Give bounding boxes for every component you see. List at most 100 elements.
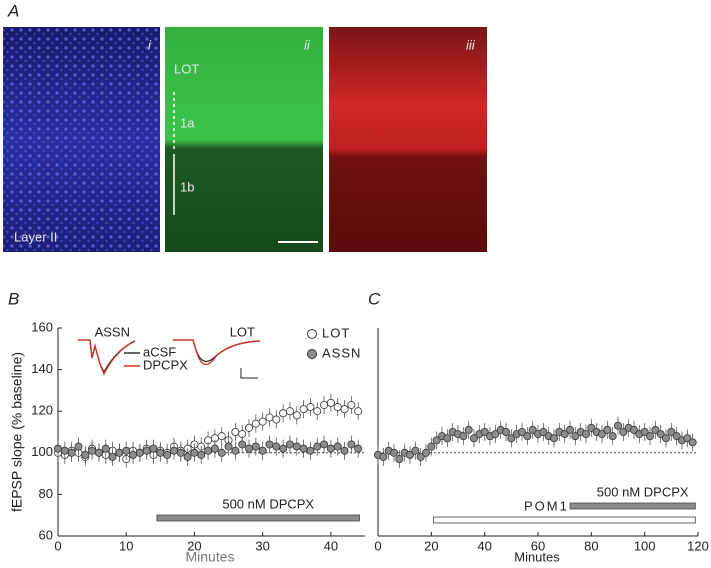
data-point — [560, 430, 569, 439]
data-point — [60, 446, 69, 455]
data-point — [217, 432, 226, 441]
data-point — [210, 444, 219, 453]
x-tick-label: 120 — [687, 538, 709, 553]
data-point — [149, 444, 158, 453]
data-point — [135, 448, 144, 457]
data-point — [598, 430, 607, 439]
y-axis-label: fEPSP slope (% baseline) — [9, 352, 25, 512]
data-point — [224, 442, 233, 451]
data-point — [587, 423, 596, 432]
data-point — [326, 444, 335, 453]
image-numeral: ii — [304, 37, 311, 52]
x-tick-label: 20 — [187, 538, 201, 553]
data-point — [582, 430, 591, 439]
y-tick-label: 120 — [31, 403, 53, 418]
data-point — [656, 430, 665, 439]
data-point — [464, 425, 473, 434]
panel-label: B — [8, 289, 19, 308]
image-iii: iii — [329, 27, 487, 252]
data-point — [528, 425, 537, 434]
x-axis-label: Minutes — [514, 549, 560, 564]
data-point — [285, 407, 294, 416]
data-point — [491, 430, 500, 439]
data-point — [523, 432, 532, 441]
data-point — [688, 438, 697, 447]
treatment-label: 500 nM DPCPX — [222, 496, 314, 511]
x-tick-label: 80 — [584, 538, 598, 553]
data-point — [88, 446, 97, 455]
data-point — [299, 444, 308, 453]
data-point — [169, 446, 178, 455]
data-point — [67, 448, 76, 457]
image-label: 1b — [180, 179, 194, 194]
data-point — [347, 440, 356, 449]
data-point — [320, 400, 329, 409]
inset-trace-label: LOT — [230, 324, 255, 339]
data-point — [459, 432, 468, 441]
data-point — [54, 444, 63, 453]
data-point — [683, 434, 692, 443]
data-point — [74, 442, 83, 451]
data-point — [176, 448, 185, 457]
data-point — [115, 448, 124, 457]
y-tick-label: 140 — [31, 361, 53, 376]
panel-label: C — [368, 289, 381, 308]
data-point — [651, 425, 660, 434]
data-point — [197, 450, 206, 459]
data-point — [204, 446, 213, 455]
y-tick-label: 60 — [39, 527, 53, 542]
x-tick-label: 20 — [424, 538, 438, 553]
treatment-label: 500 nM DPCPX — [597, 484, 689, 499]
data-point — [389, 448, 398, 457]
data-point — [238, 440, 247, 449]
treatment-bar — [433, 516, 696, 524]
data-point — [571, 432, 580, 441]
inset-legend-label: aCSF — [143, 344, 176, 359]
inset-trace — [173, 339, 261, 365]
data-point — [333, 403, 342, 412]
legend-marker — [307, 329, 317, 339]
data-point — [245, 444, 254, 453]
data-point — [101, 444, 110, 453]
image-label: 1a — [180, 115, 195, 130]
image-label: Layer II — [14, 229, 57, 244]
inset-legend-label: DPCPX — [143, 357, 188, 372]
inset-trace — [78, 339, 136, 374]
data-point — [672, 432, 681, 441]
data-point — [354, 444, 363, 453]
x-tick-label: 10 — [119, 538, 133, 553]
data-point — [81, 450, 90, 459]
treatment-bar — [156, 514, 360, 522]
legend-label: LOT — [322, 325, 350, 340]
image-numeral: iii — [466, 37, 476, 52]
data-point — [518, 427, 527, 436]
x-tick-label: 30 — [255, 538, 269, 553]
legend-marker — [307, 349, 317, 359]
data-point — [411, 446, 420, 455]
data-point — [313, 442, 322, 451]
data-point — [427, 442, 436, 451]
treatment-bar — [569, 502, 696, 510]
data-point — [646, 432, 655, 441]
x-tick-label: 60 — [531, 538, 545, 553]
data-point — [550, 434, 559, 443]
data-point — [507, 434, 516, 443]
data-point — [272, 442, 281, 451]
data-point — [566, 425, 575, 434]
data-point — [320, 440, 329, 449]
image-i: i Layer II — [3, 27, 160, 252]
data-point — [122, 446, 131, 455]
data-point — [603, 425, 612, 434]
data-point — [265, 440, 274, 449]
data-point — [340, 405, 349, 414]
legend-label: ASSN — [322, 345, 361, 360]
panel-label: A — [7, 1, 19, 20]
data-point — [142, 446, 151, 455]
data-point — [129, 450, 138, 459]
x-tick-label: 100 — [634, 538, 656, 553]
scale-bar — [240, 368, 258, 379]
inset-trace-label: ASSN — [95, 324, 130, 339]
data-point — [258, 417, 267, 426]
data-point — [306, 446, 315, 455]
x-axis-label: Minutes — [185, 549, 234, 565]
